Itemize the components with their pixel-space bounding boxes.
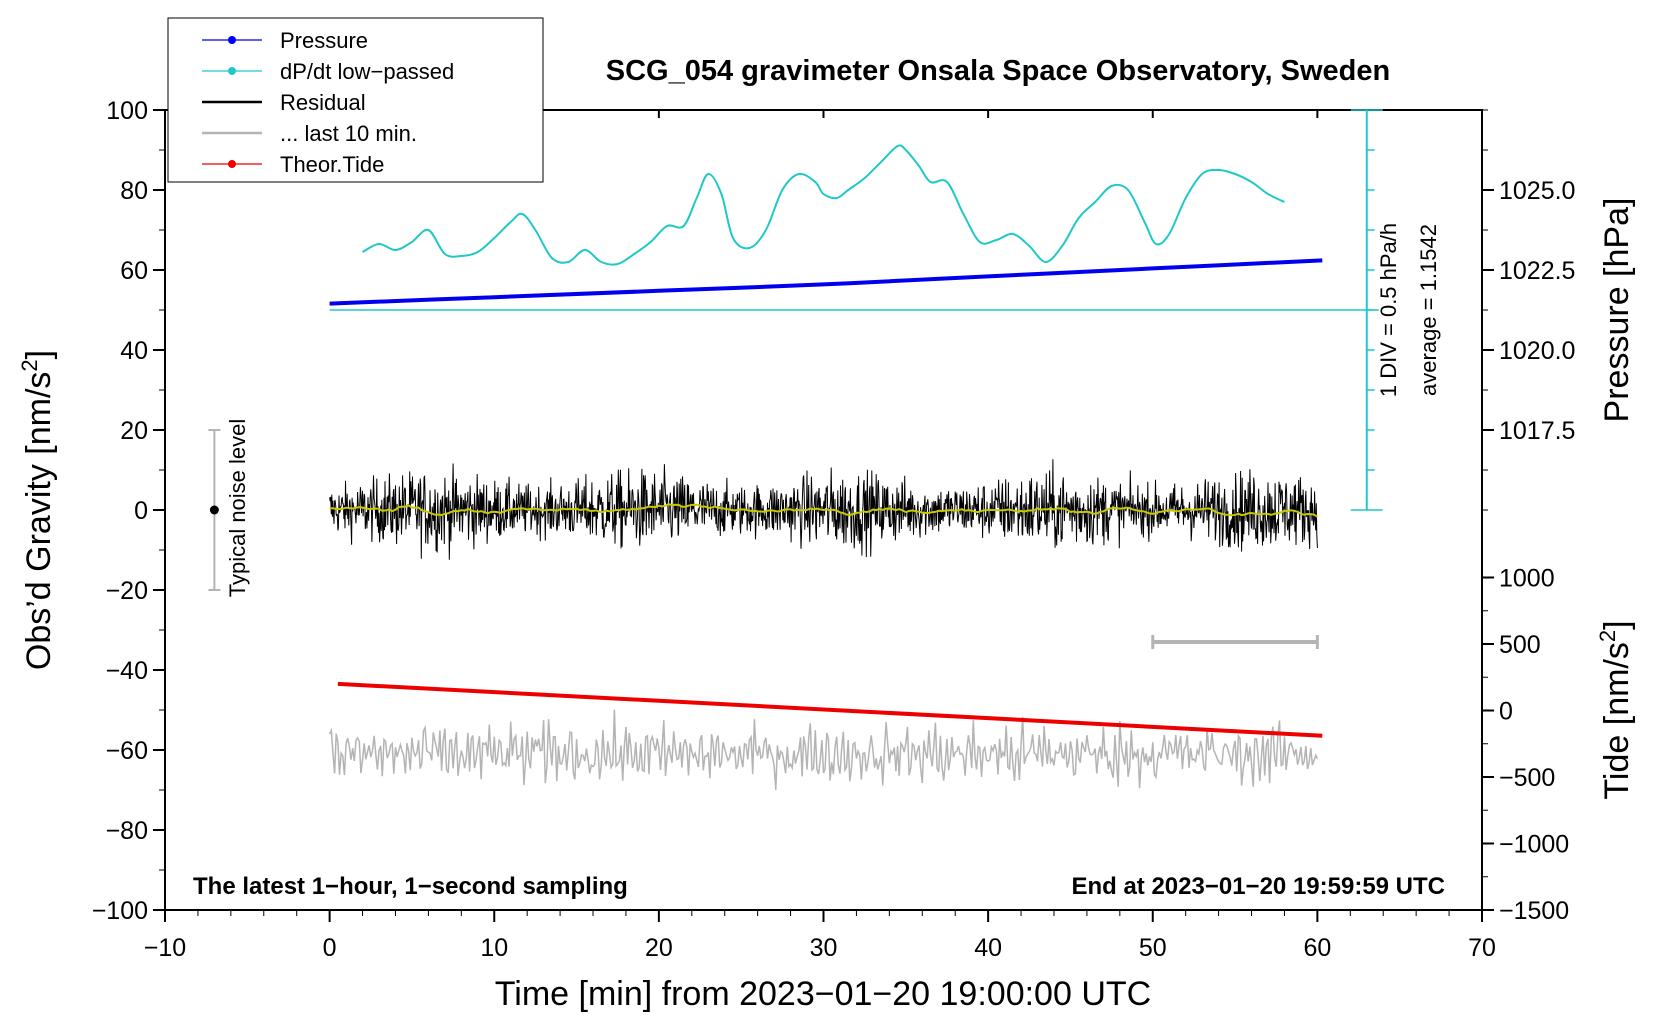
last10-span-bar bbox=[1151, 635, 1319, 649]
tide-line bbox=[337, 681, 1323, 738]
pressure-tick-label: 1017.5 bbox=[1499, 417, 1575, 445]
pressure-tick-label: 1020.0 bbox=[1499, 337, 1575, 365]
x-tick-label: 10 bbox=[480, 934, 508, 962]
legend-swatch-marker bbox=[228, 36, 236, 44]
tide-tick-label: −500 bbox=[1499, 764, 1555, 792]
residual-smoothed-line bbox=[329, 503, 1318, 518]
x-tick-label: 0 bbox=[323, 934, 337, 962]
legend-box bbox=[167, 17, 544, 183]
y-axis-tide: −1500 −1000 −500 0 500 1000 bbox=[1482, 565, 1569, 925]
legend-swatch-marker bbox=[228, 67, 236, 75]
y-axis-left: −100 −80 −60 −40 −20 0 20 40 60 80 100 bbox=[92, 97, 165, 925]
noise-level-bar bbox=[208, 429, 221, 591]
last10-line bbox=[328, 709, 1319, 790]
average-label: average = 1.1542 bbox=[1416, 224, 1441, 396]
x-tick-label: 40 bbox=[974, 934, 1002, 962]
legend-swatch-marker bbox=[228, 160, 236, 168]
x-tick-label: 30 bbox=[810, 934, 838, 962]
x-tick-label: 60 bbox=[1303, 934, 1331, 962]
residual-series-layer bbox=[329, 459, 1318, 560]
y-tick-label: 40 bbox=[120, 337, 148, 365]
y-tick-label: 60 bbox=[120, 257, 148, 285]
y-tick-label: −60 bbox=[106, 737, 148, 765]
pressure-axis-title: Pressure [hPa] bbox=[1598, 198, 1636, 423]
tide-axis-title: Tide [nm/s2] bbox=[1595, 620, 1636, 799]
x-tick-label: 50 bbox=[1139, 934, 1167, 962]
y-tick-label: 0 bbox=[134, 497, 148, 525]
tide-tick-label: −1000 bbox=[1499, 831, 1569, 859]
x-axis: −10 0 10 20 30 40 50 60 70 bbox=[144, 110, 1496, 962]
legend-label: Residual bbox=[280, 90, 366, 115]
tide-axis-title-main: Tide [nm/s bbox=[1598, 642, 1636, 799]
y-tick-label: −100 bbox=[92, 897, 148, 925]
tide-axis-title-end: ] bbox=[1598, 620, 1636, 629]
noise-level-label: Typical noise level bbox=[225, 419, 250, 598]
last10-series-layer bbox=[328, 709, 1319, 790]
legend-label: ... last 10 min. bbox=[280, 121, 417, 146]
tide-tick-label: 0 bbox=[1499, 698, 1513, 726]
x-tick-label: 70 bbox=[1468, 934, 1496, 962]
y-tick-label: 20 bbox=[120, 417, 148, 445]
div-label: 1 DIV = 0.5 hPa/h bbox=[1376, 223, 1401, 397]
y-axis-pressure: 1017.5 1020.0 1022.5 1025.0 bbox=[1482, 109, 1575, 511]
y-axis-title: Obs’d Gravity [nm/s2] bbox=[17, 350, 58, 670]
tide-tick-label: 1000 bbox=[1499, 565, 1555, 593]
y-tick-label: −40 bbox=[106, 657, 148, 685]
tide-tick-label: 500 bbox=[1499, 631, 1541, 659]
legend-label: dP/dt low−passed bbox=[280, 59, 454, 84]
y-axis-title-sup: 2 bbox=[17, 359, 42, 371]
legend-label: Theor.Tide bbox=[280, 152, 384, 177]
x-tick-label: 20 bbox=[645, 934, 673, 962]
y-axis-title-main: Obs’d Gravity [nm/s bbox=[20, 372, 58, 671]
y-tick-label: −80 bbox=[106, 817, 148, 845]
y-tick-label: 80 bbox=[120, 177, 148, 205]
legend-label: Pressure bbox=[280, 28, 368, 53]
noise-bar-dot bbox=[209, 505, 219, 515]
tide-tick-label: −1500 bbox=[1499, 897, 1569, 925]
tide-axis-title-sup: 2 bbox=[1595, 630, 1620, 642]
chart-title: SCG_054 gravimeter Onsala Space Observat… bbox=[606, 55, 1390, 87]
residual-line bbox=[329, 459, 1318, 560]
pressure-tick-label: 1022.5 bbox=[1499, 257, 1575, 285]
y-tick-label: 100 bbox=[106, 97, 148, 125]
x-tick-label: −10 bbox=[144, 934, 186, 962]
end-time-note: End at 2023−01−20 19:59:59 UTC bbox=[1071, 873, 1445, 900]
sampling-note: The latest 1−hour, 1−second sampling bbox=[193, 873, 628, 900]
dpdt-scale-bar bbox=[1350, 109, 1383, 511]
legend: Pressure dP/dt low−passed Residual ... last… bbox=[167, 17, 544, 183]
dpdt-line bbox=[362, 144, 1285, 266]
x-axis-title: Time [min] from 2023−01−20 19:00:00 UTC bbox=[495, 975, 1151, 1013]
pressure-line bbox=[329, 258, 1323, 306]
pressure-tick-label: 1025.0 bbox=[1499, 177, 1575, 205]
y-axis-title-end: ] bbox=[20, 350, 58, 359]
y-tick-label: −20 bbox=[106, 577, 148, 605]
line-series-layer bbox=[329, 144, 1323, 738]
